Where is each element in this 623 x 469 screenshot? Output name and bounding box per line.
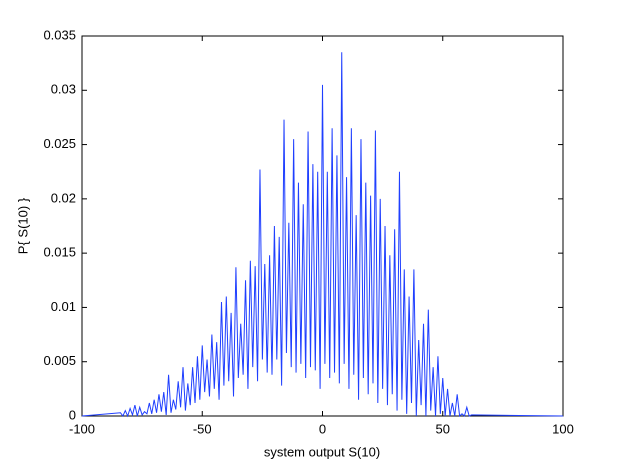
x-tick-label: -50 xyxy=(193,421,212,436)
x-tick-label: 0 xyxy=(319,421,326,436)
y-tick-label: 0 xyxy=(69,407,76,422)
x-tick-label: -100 xyxy=(69,421,95,436)
y-tick-label: 0.005 xyxy=(43,353,76,368)
x-tick-label: 50 xyxy=(436,421,450,436)
y-axis-label: P{ S(10) } xyxy=(15,197,30,254)
y-tick-label: 0.015 xyxy=(43,245,76,260)
y-tick-label: 0.02 xyxy=(51,190,76,205)
x-tick-label: 100 xyxy=(552,421,574,436)
y-tick-label: 0.01 xyxy=(51,299,76,314)
y-tick-label: 0.035 xyxy=(43,27,76,42)
y-tick-label: 0.03 xyxy=(51,82,76,97)
data-line xyxy=(81,52,564,418)
y-tick-label: 0.025 xyxy=(43,136,76,151)
x-axis-label: system output S(10) xyxy=(264,444,380,459)
